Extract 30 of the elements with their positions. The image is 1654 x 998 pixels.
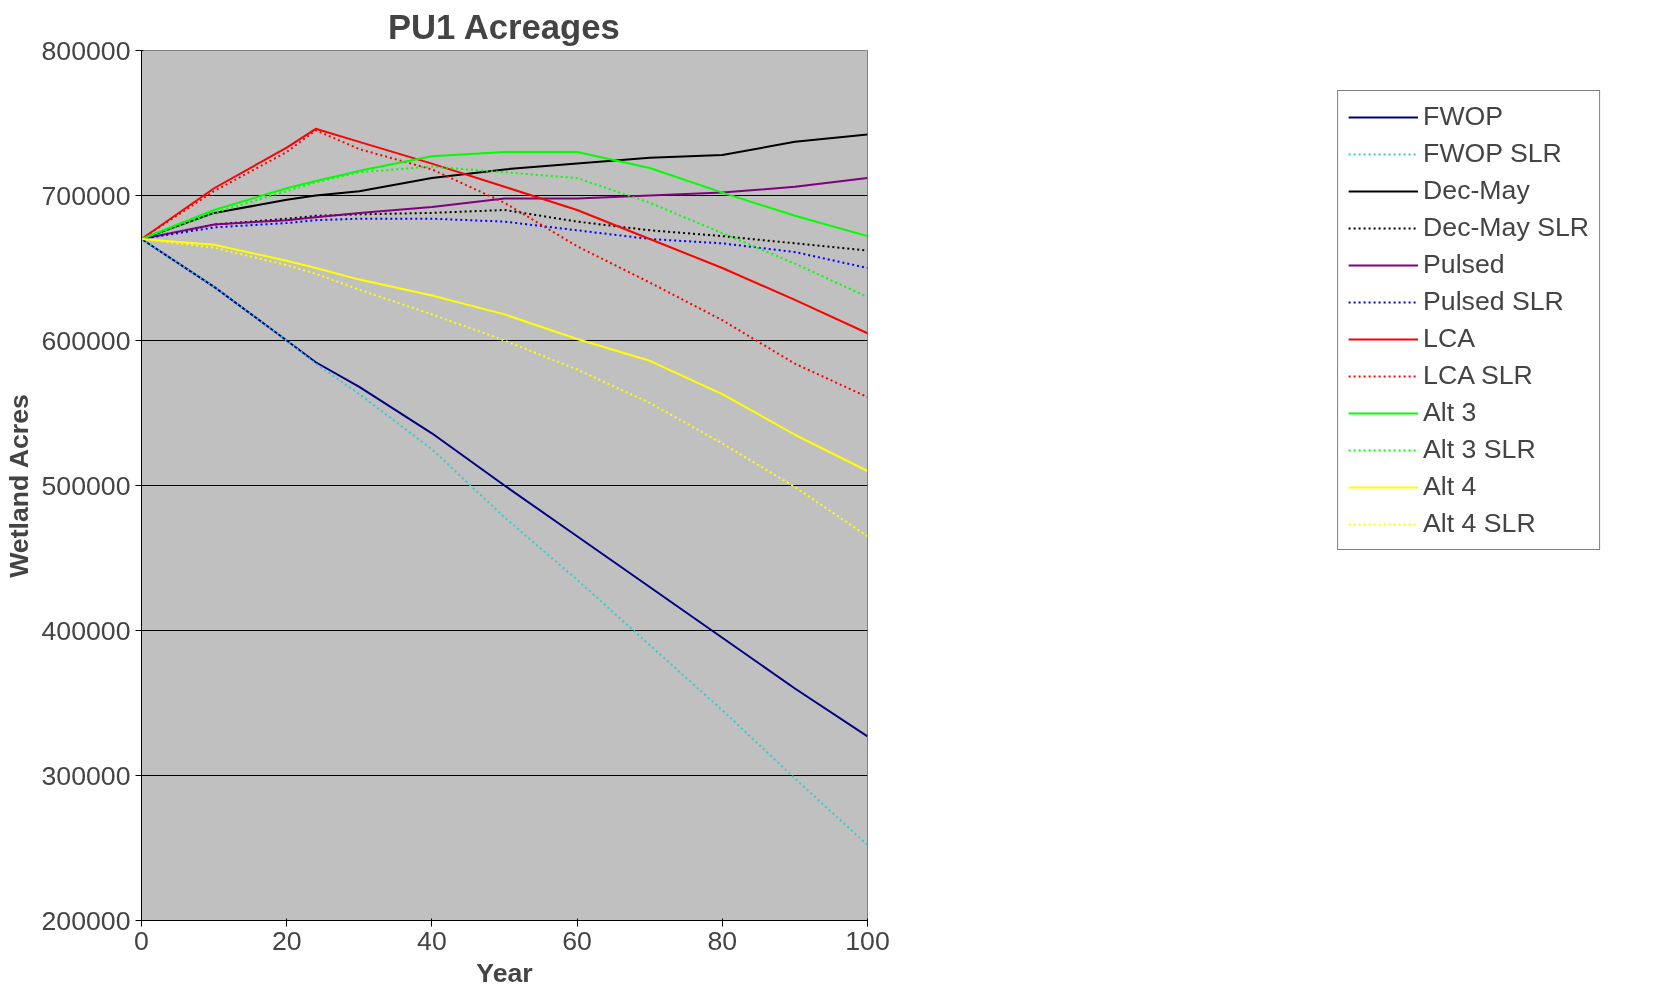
y-tick-label: 200000	[41, 905, 131, 936]
legend-label: FWOP SLR	[1423, 138, 1562, 169]
legend-label: Alt 3 SLR	[1423, 434, 1536, 465]
legend-label: Pulsed	[1423, 249, 1505, 280]
line-series	[141, 238, 868, 738]
y-tick-label: 300000	[41, 760, 131, 791]
x-tick-label: 20	[271, 925, 302, 956]
x-axis-title: Year	[476, 957, 533, 988]
y-tick-label: 700000	[41, 180, 131, 211]
x-tick-label: 40	[417, 925, 447, 956]
legend-label: Dec-May	[1423, 175, 1530, 206]
line-series	[141, 238, 868, 847]
y-tick-label: 500000	[41, 470, 131, 501]
x-tick-label: 0	[134, 925, 149, 956]
y-tick-label: 600000	[41, 325, 131, 356]
legend-label: Alt 3	[1423, 397, 1477, 428]
legend-label: Pulsed SLR	[1423, 286, 1564, 317]
legend-label: Dec-May SLR	[1423, 212, 1589, 243]
x-tick-label: 60	[562, 925, 592, 956]
chart-title: PU1 Acreages	[387, 7, 620, 46]
x-tick-label: 80	[707, 925, 738, 956]
legend-label: Alt 4	[1423, 471, 1477, 502]
y-tick-label: 400000	[41, 615, 131, 646]
y-axis-title: Wetland Acres	[3, 394, 34, 578]
y-tick-label: 800000	[41, 35, 131, 66]
x-tick-label: 100	[845, 925, 890, 956]
legend-label: Alt 4 SLR	[1423, 508, 1536, 539]
legend-label: LCA	[1423, 323, 1475, 354]
legend-label: FWOP	[1423, 101, 1504, 132]
legend-label: LCA SLR	[1423, 360, 1533, 391]
